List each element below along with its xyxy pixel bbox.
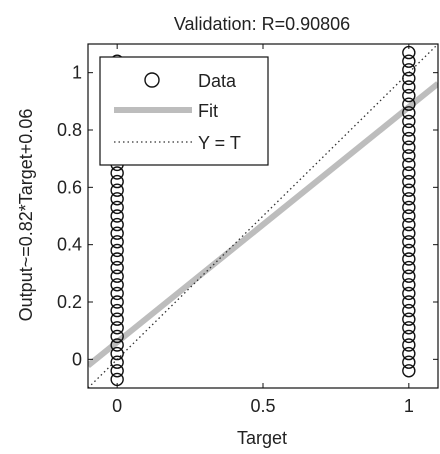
data-point — [402, 106, 416, 120]
data-point — [110, 286, 124, 301]
data-point — [402, 63, 416, 77]
data-point — [402, 157, 416, 172]
data-point — [402, 286, 416, 301]
data-point — [110, 278, 124, 292]
data-point — [110, 364, 124, 378]
data-point — [110, 338, 124, 352]
data-point — [402, 252, 416, 266]
y-tick-label: 1 — [72, 63, 82, 83]
data-point — [402, 97, 416, 111]
data-point — [402, 346, 416, 361]
data-point — [110, 174, 124, 189]
x-tick-label: 0 — [112, 396, 122, 416]
data-point — [110, 209, 124, 223]
data-point — [402, 192, 416, 206]
legend-label-yt: Y = T — [198, 133, 241, 153]
chart-title: Validation: R=0.90806 — [174, 14, 350, 34]
x-tick-label: 0.5 — [250, 396, 275, 416]
data-point — [110, 346, 124, 361]
data-point — [402, 131, 416, 146]
data-point — [110, 226, 124, 240]
data-point — [402, 54, 416, 68]
data-point — [110, 243, 124, 258]
data-point — [402, 209, 416, 223]
data-point — [110, 269, 124, 283]
y-tick-label: 0 — [72, 349, 82, 369]
data-point — [402, 149, 416, 163]
data-point — [402, 312, 416, 326]
data-point — [110, 303, 124, 318]
y-tick-label: 0.6 — [57, 177, 82, 197]
data-point — [402, 338, 416, 352]
data-point — [402, 200, 416, 215]
data-point — [402, 166, 416, 180]
series-layer — [88, 44, 438, 388]
data-point — [402, 114, 416, 129]
data-point — [402, 235, 416, 249]
y-tick-label: 0.2 — [57, 292, 82, 312]
y-tick-label: 0.4 — [57, 235, 82, 255]
legend-label-fit: Fit — [198, 101, 218, 121]
data-point — [110, 192, 124, 206]
data-point — [402, 183, 416, 197]
ticks-layer: 0 0.5 1 0 0.2 0.4 0.6 0.8 1 — [57, 44, 438, 416]
data-point — [402, 71, 416, 86]
data-point — [110, 321, 124, 335]
data-point — [402, 174, 416, 189]
data-point — [110, 295, 124, 309]
data-point — [402, 140, 416, 154]
y-axis-label: Output~=0.82*Target+0.06 — [16, 109, 36, 322]
data-point — [110, 260, 124, 275]
data-point — [110, 183, 124, 197]
legend: Data Fit Y = T — [99, 56, 269, 166]
data-point — [402, 364, 416, 378]
data-point — [402, 217, 416, 232]
data-point — [402, 88, 416, 103]
y-tick-label: 0.8 — [57, 120, 82, 140]
data-point — [402, 260, 416, 275]
data-point — [402, 329, 416, 344]
data-point — [402, 123, 416, 137]
data-point — [110, 235, 124, 249]
data-point — [402, 278, 416, 292]
identity-line — [88, 44, 438, 388]
x-axis-label: Target — [237, 428, 287, 448]
data-point — [110, 200, 124, 215]
legend-label-data: Data — [198, 71, 237, 91]
data-point — [402, 355, 416, 369]
data-point — [402, 80, 416, 94]
data-point — [110, 217, 124, 232]
fit-line — [88, 81, 438, 368]
data-point — [110, 329, 124, 344]
x-tick-label: 1 — [404, 396, 414, 416]
data-point — [402, 321, 416, 335]
data-point — [110, 355, 124, 369]
data-point — [110, 166, 124, 180]
data-point — [402, 295, 416, 309]
data-point — [402, 269, 416, 283]
legend-data-marker — [144, 72, 160, 88]
data-point — [110, 252, 124, 266]
data-point — [110, 312, 124, 326]
data-point — [402, 303, 416, 318]
data-point — [402, 243, 416, 258]
data-point — [402, 226, 416, 240]
